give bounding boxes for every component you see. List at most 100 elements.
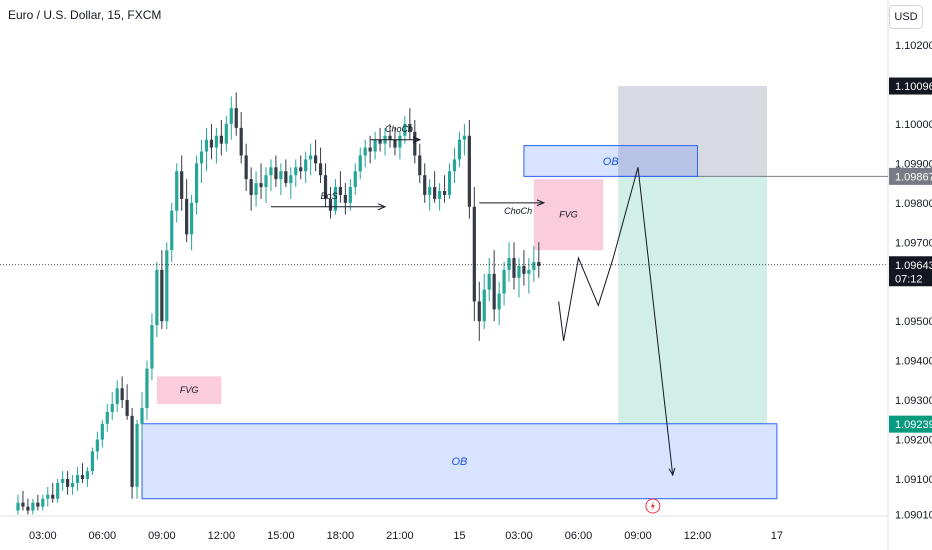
candle-body xyxy=(175,171,179,211)
candle-body xyxy=(294,167,298,176)
candle-body xyxy=(66,479,70,487)
candle xyxy=(418,143,422,184)
candle xyxy=(522,250,526,286)
candle xyxy=(363,139,367,168)
candle-body xyxy=(428,187,432,195)
candle xyxy=(452,147,457,184)
candle xyxy=(507,242,511,282)
candle-body xyxy=(180,171,184,199)
candle-body xyxy=(264,175,268,188)
candle xyxy=(328,187,333,219)
candle xyxy=(31,498,35,515)
candle-body xyxy=(254,183,258,195)
candle xyxy=(100,419,104,448)
candle-body xyxy=(75,475,80,483)
candle-body xyxy=(333,187,338,211)
candle xyxy=(487,258,491,302)
candle xyxy=(224,116,228,152)
candle xyxy=(165,242,169,330)
take-profit-zone xyxy=(618,176,767,425)
candle-body xyxy=(343,194,347,203)
candle xyxy=(462,123,466,156)
candle xyxy=(155,262,159,337)
time-tick-label: 06:00 xyxy=(565,530,593,542)
candle-body xyxy=(140,407,144,424)
candle-body xyxy=(502,269,506,294)
candle-body xyxy=(160,269,164,322)
currency-button[interactable]: USD xyxy=(889,5,923,29)
time-tick-label: 12:00 xyxy=(684,530,712,542)
candle xyxy=(408,108,412,140)
candle xyxy=(269,159,273,191)
time-tick-label: 15 xyxy=(453,530,465,542)
candle xyxy=(95,431,99,460)
candle xyxy=(175,163,179,223)
candle-body xyxy=(85,471,90,479)
candle xyxy=(229,96,233,140)
candle xyxy=(204,127,209,172)
candle xyxy=(333,179,338,215)
candle-body xyxy=(284,171,288,184)
candle-body xyxy=(26,506,30,511)
candle xyxy=(289,167,293,199)
candle xyxy=(318,147,323,184)
candle-body xyxy=(150,325,154,369)
candle xyxy=(239,112,243,164)
candle xyxy=(46,486,50,507)
candle-body xyxy=(314,155,318,164)
candle xyxy=(323,163,328,207)
price-badge-label: 1.09867 xyxy=(895,171,932,183)
candle xyxy=(492,250,496,322)
candle-body xyxy=(492,273,496,310)
candle-body xyxy=(368,147,372,152)
candle xyxy=(190,194,194,251)
candle xyxy=(21,490,25,511)
candle xyxy=(467,119,471,219)
candle-body xyxy=(398,135,402,148)
candle-body xyxy=(348,187,352,203)
candle xyxy=(80,463,85,483)
candle xyxy=(70,475,75,495)
candle xyxy=(214,127,218,164)
candle-body xyxy=(487,273,491,290)
candle-body xyxy=(61,479,65,483)
time-tick-label: 18:00 xyxy=(327,530,355,542)
candle-body xyxy=(477,301,481,322)
price-badge xyxy=(889,415,932,433)
candle xyxy=(314,139,318,172)
candle-body xyxy=(100,423,104,440)
lightning-icon xyxy=(650,501,655,511)
candle-body xyxy=(46,494,50,499)
candle xyxy=(244,143,248,191)
candle xyxy=(110,392,114,420)
candle-body xyxy=(442,190,447,195)
candle xyxy=(527,258,531,294)
candle xyxy=(358,147,362,180)
price-badge-label: 1.09643 xyxy=(895,260,932,272)
candle xyxy=(36,494,40,511)
candle xyxy=(41,494,45,511)
price-badge-label: 1.10096 xyxy=(895,81,932,93)
candle-body xyxy=(517,265,521,278)
candle-body xyxy=(482,289,486,322)
candle xyxy=(105,404,109,432)
candle xyxy=(373,131,377,160)
price-tick-label: 1.09700 xyxy=(895,237,932,249)
candle-body xyxy=(224,123,228,144)
candle xyxy=(304,151,308,184)
time-tick-label: 03:00 xyxy=(29,530,57,542)
candle-body xyxy=(70,482,75,487)
candle-body xyxy=(56,482,60,499)
candle-body xyxy=(31,502,35,511)
price-badge xyxy=(889,256,932,287)
candle-body xyxy=(418,155,422,176)
candle-body xyxy=(323,175,328,199)
candle xyxy=(249,167,253,211)
price-tick-label: 1.10200 xyxy=(895,40,932,52)
candle xyxy=(537,242,541,278)
price-badge xyxy=(889,167,932,185)
candle xyxy=(125,384,129,420)
candle xyxy=(403,116,407,144)
candle-body xyxy=(378,139,382,144)
